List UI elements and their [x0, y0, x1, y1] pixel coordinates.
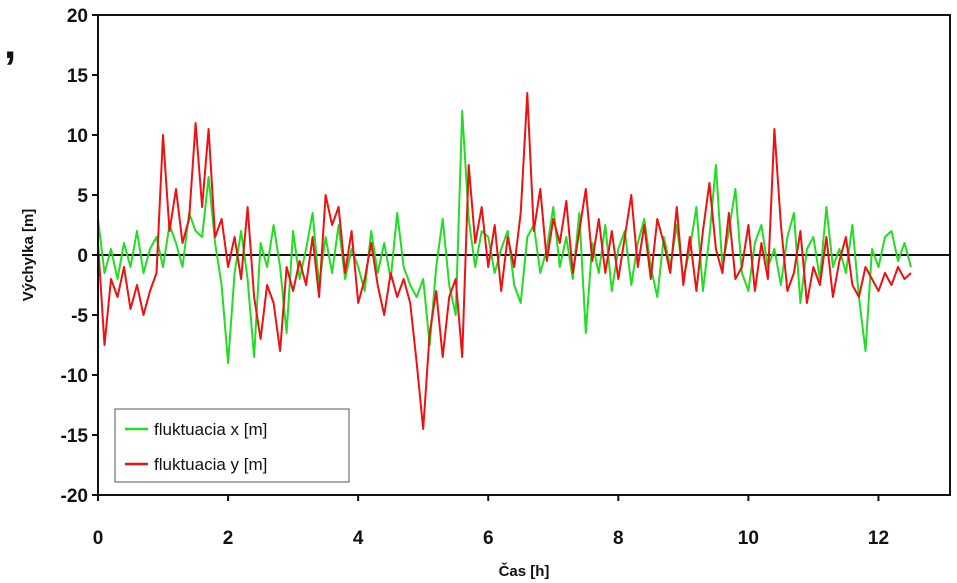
- x-tick-label: 12: [868, 528, 889, 549]
- legend: fluktuacia x [m] fluktuacia y [m]: [114, 408, 350, 483]
- x-tick-label: 10: [738, 528, 759, 549]
- y-tick-label: 5: [77, 186, 88, 207]
- legend-label-y: fluktuacia y [m]: [154, 455, 267, 474]
- y-tick-label: -5: [71, 306, 88, 327]
- series-layer: [97, 92, 912, 430]
- x-tick-label: 8: [613, 528, 624, 549]
- plot-frame: [97, 14, 951, 496]
- legend-label-x: fluktuacia x [m]: [154, 420, 267, 439]
- y-tick-label: -10: [61, 366, 88, 387]
- corner-mark: ,: [4, 19, 17, 68]
- x-tick-label: 4: [353, 528, 364, 549]
- y-tick-label: 20: [67, 6, 88, 27]
- x-tick-label: 0: [93, 528, 104, 549]
- legend-box: [114, 408, 350, 483]
- y-axis-title: Výchylka [m]: [20, 209, 37, 302]
- y-tick-label: -15: [61, 426, 89, 447]
- series-line-x: [97, 110, 912, 364]
- y-tick-label: 0: [77, 246, 88, 267]
- x-axis-title: Čas [h]: [499, 562, 550, 580]
- y-tick-label: 10: [67, 126, 88, 147]
- x-tick-label: 6: [483, 528, 494, 549]
- y-tick-label: 15: [67, 66, 89, 87]
- x-axis-ticks: 0 2 4 6 8 10 12: [93, 495, 889, 549]
- x-tick-label: 2: [223, 528, 234, 549]
- series-line-y: [97, 92, 912, 430]
- y-tick-label: -20: [61, 486, 88, 507]
- y-axis-ticks: 20 15 10 5 0 -5 -10 -15 -20: [61, 6, 98, 507]
